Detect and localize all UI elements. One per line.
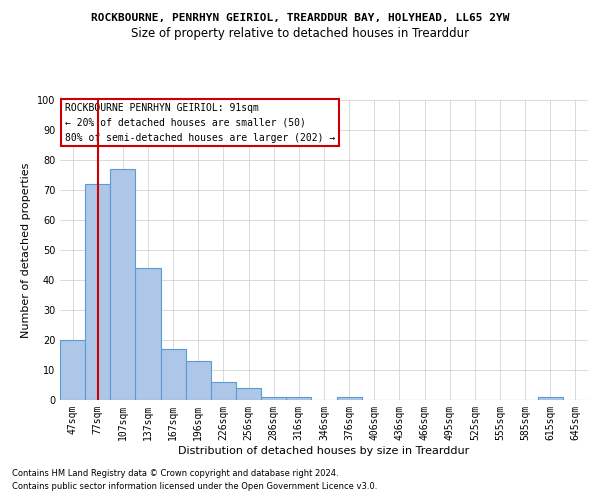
Bar [85, 184, 110, 400]
Bar [186, 361, 211, 400]
Bar [60, 340, 85, 400]
Text: ROCKBOURNE PENRHYN GEIRIOL: 91sqm
← 20% of detached houses are smaller (50)
80% : ROCKBOURNE PENRHYN GEIRIOL: 91sqm ← 20% … [65, 103, 335, 142]
Text: Contains HM Land Registry data © Crown copyright and database right 2024.: Contains HM Land Registry data © Crown c… [12, 468, 338, 477]
Bar [211, 382, 236, 400]
Text: Contains public sector information licensed under the Open Government Licence v3: Contains public sector information licen… [12, 482, 377, 491]
Text: ROCKBOURNE, PENRHYN GEIRIOL, TREARDDUR BAY, HOLYHEAD, LL65 2YW: ROCKBOURNE, PENRHYN GEIRIOL, TREARDDUR B… [91, 12, 509, 22]
Y-axis label: Number of detached properties: Number of detached properties [21, 162, 31, 338]
Bar [236, 388, 261, 400]
X-axis label: Distribution of detached houses by size in Trearddur: Distribution of detached houses by size … [178, 446, 470, 456]
Bar [161, 349, 186, 400]
Bar [538, 397, 563, 400]
Bar [286, 397, 311, 400]
Bar [136, 268, 161, 400]
Bar [110, 169, 136, 400]
Bar [337, 397, 362, 400]
Bar [261, 397, 286, 400]
Text: Size of property relative to detached houses in Trearddur: Size of property relative to detached ho… [131, 28, 469, 40]
